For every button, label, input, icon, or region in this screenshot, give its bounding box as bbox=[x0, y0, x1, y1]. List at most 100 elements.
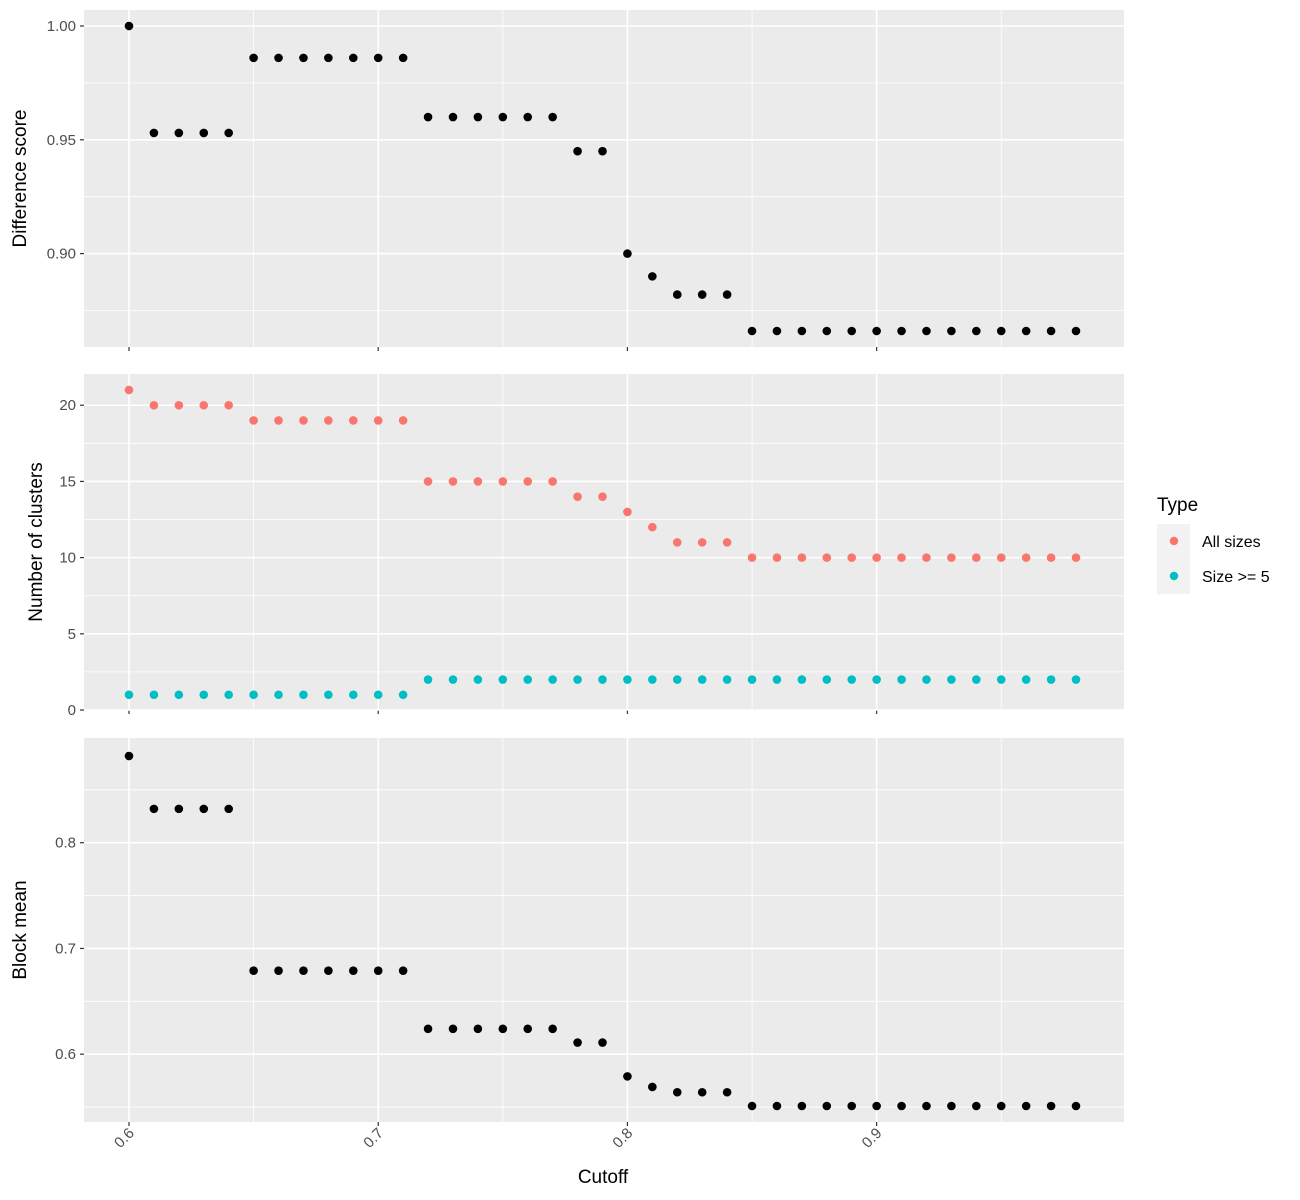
data-point bbox=[1071, 1101, 1081, 1111]
data-point bbox=[872, 326, 881, 336]
data-point bbox=[922, 1101, 931, 1111]
data-point bbox=[648, 522, 657, 532]
x-tick-label: 0.8 bbox=[609, 1125, 636, 1152]
data-point bbox=[473, 112, 483, 122]
data-point bbox=[1021, 1101, 1031, 1111]
data-point bbox=[423, 112, 433, 122]
y-tick-label: 15 bbox=[59, 473, 76, 490]
data-point bbox=[448, 112, 458, 122]
data-point bbox=[947, 326, 956, 336]
data-point bbox=[648, 272, 657, 281]
data-point bbox=[822, 553, 832, 562]
y-tick-label: 0.95 bbox=[47, 132, 76, 149]
data-point bbox=[1071, 553, 1081, 562]
data-point bbox=[423, 1024, 433, 1034]
data-point bbox=[872, 1101, 881, 1111]
data-point bbox=[348, 690, 358, 700]
data-point bbox=[498, 477, 508, 486]
y-tick-label: 5 bbox=[68, 626, 76, 643]
panel-block-mean: 0.6 0.7 0.8 Block mean bbox=[10, 738, 1124, 1126]
data-point bbox=[224, 400, 233, 410]
data-point bbox=[1071, 675, 1081, 684]
data-point bbox=[274, 53, 283, 63]
y-tick-label: 20 bbox=[59, 397, 76, 414]
data-point bbox=[598, 492, 607, 501]
data-point bbox=[299, 416, 308, 425]
data-point bbox=[423, 477, 433, 486]
data-point bbox=[672, 1087, 682, 1097]
data-point bbox=[722, 1087, 732, 1097]
data-point bbox=[1046, 1101, 1056, 1111]
data-point bbox=[972, 326, 981, 336]
x-tick-label: 0.9 bbox=[859, 1125, 886, 1152]
data-point bbox=[922, 553, 931, 562]
data-point bbox=[199, 690, 209, 700]
data-point bbox=[772, 326, 782, 336]
data-point bbox=[174, 804, 184, 814]
data-point bbox=[548, 112, 557, 122]
data-point bbox=[672, 290, 682, 299]
data-point bbox=[224, 128, 233, 138]
y-tick-label: 1.00 bbox=[47, 18, 76, 35]
data-point bbox=[274, 966, 283, 975]
data-point bbox=[897, 553, 906, 562]
data-point bbox=[523, 1024, 533, 1034]
data-point bbox=[872, 553, 881, 562]
data-point bbox=[548, 675, 557, 684]
x-axis-title: Cutoff bbox=[578, 1167, 629, 1188]
data-point bbox=[523, 675, 533, 684]
data-point bbox=[124, 690, 134, 700]
data-point bbox=[398, 690, 408, 700]
data-point bbox=[124, 385, 134, 395]
data-point bbox=[947, 1101, 956, 1111]
data-point bbox=[598, 1038, 607, 1047]
data-point bbox=[299, 53, 308, 63]
data-point bbox=[348, 416, 358, 425]
data-point bbox=[448, 477, 458, 486]
data-point bbox=[623, 507, 632, 517]
data-point bbox=[548, 1024, 557, 1034]
y-axis-title: Number of clusters bbox=[26, 462, 47, 621]
data-point bbox=[1071, 326, 1081, 336]
data-point bbox=[324, 690, 333, 700]
data-point bbox=[847, 553, 857, 562]
data-point bbox=[1021, 326, 1031, 336]
x-tick-label: 0.7 bbox=[360, 1125, 387, 1152]
data-point bbox=[623, 1072, 632, 1081]
data-point bbox=[1046, 553, 1056, 562]
data-point bbox=[697, 290, 707, 299]
data-point bbox=[872, 675, 881, 684]
data-point bbox=[199, 400, 209, 410]
data-point bbox=[797, 1101, 807, 1111]
data-point bbox=[174, 690, 184, 700]
data-point bbox=[722, 675, 732, 684]
data-point bbox=[1046, 675, 1056, 684]
y-axis-title: Block mean bbox=[10, 880, 31, 979]
data-point bbox=[847, 1101, 857, 1111]
data-point bbox=[174, 128, 184, 138]
data-point bbox=[573, 492, 582, 501]
data-point bbox=[922, 675, 931, 684]
data-point bbox=[847, 326, 857, 336]
legend: Type All sizes Size >= 5 bbox=[1157, 495, 1270, 594]
data-point bbox=[149, 400, 159, 410]
data-point bbox=[348, 53, 358, 63]
legend-title: Type bbox=[1157, 495, 1198, 516]
data-point bbox=[697, 675, 707, 684]
data-point bbox=[797, 553, 807, 562]
series-size-5 bbox=[124, 675, 1081, 700]
data-point bbox=[847, 675, 857, 684]
data-point bbox=[473, 675, 483, 684]
data-point bbox=[747, 675, 757, 684]
data-point bbox=[274, 690, 283, 700]
data-point bbox=[473, 1024, 483, 1034]
series-points bbox=[124, 751, 1081, 1111]
data-point bbox=[249, 966, 258, 975]
panel-number-of-clusters: 0 5 10 15 20 Number of clusters bbox=[26, 374, 1124, 719]
data-point bbox=[448, 1024, 458, 1034]
data-point bbox=[822, 675, 832, 684]
data-point bbox=[149, 690, 159, 700]
data-point bbox=[747, 1101, 757, 1111]
data-point bbox=[324, 53, 333, 63]
